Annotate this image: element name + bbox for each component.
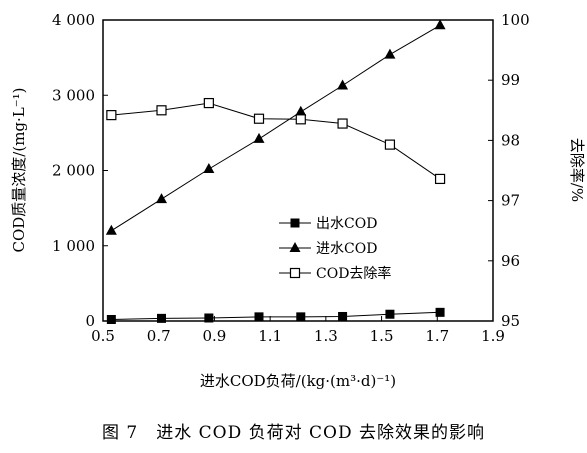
data-point-effluent [254, 312, 264, 322]
series-layer [105, 19, 446, 324]
figure-caption: 图 7 进水 COD 负荷对 COD 去除效果的影响 [102, 423, 485, 443]
data-point-removal [156, 105, 167, 116]
data-point-effluent [157, 313, 166, 323]
data-point-influent [253, 132, 265, 143]
left-y-tick-label: 0 [85, 312, 95, 330]
x-axis-title: 进水COD负荷/(kg·(m³·d)⁻¹) [200, 372, 396, 390]
data-point-removal [203, 97, 214, 109]
series-line-effluent [111, 311, 441, 320]
data-point-influent [295, 105, 307, 116]
x-tick-label: 1.9 [481, 327, 505, 345]
data-point-influent [384, 48, 396, 59]
x-tick-label: 1.7 [425, 327, 449, 345]
right-axis-ticks: 95 96 97 98 99 100 [488, 11, 530, 330]
x-axis-ticks: 0.5 0.7 0.9 1.1 1.3 1.5 1.7 1.9 [91, 316, 505, 345]
data-point-effluent [385, 309, 395, 319]
x-tick-label: 1.1 [258, 327, 282, 345]
x-tick-label: 0.9 [202, 327, 226, 345]
series-line-removal [111, 102, 441, 180]
data-point-removal [253, 113, 265, 124]
x-tick-label: 0.5 [91, 327, 115, 345]
x-tick-label: 1.5 [370, 327, 394, 345]
left-axis-title: COD质量浓度/(mg·L⁻¹) [10, 87, 28, 252]
data-point-effluent [435, 307, 445, 317]
right-y-tick-label: 98 [501, 131, 520, 149]
data-point-removal [106, 110, 117, 121]
data-point-effluent [204, 313, 214, 323]
legend: 出水COD 进水COD COD去除率 [279, 216, 391, 282]
left-y-tick-label: 1 000 [52, 237, 95, 255]
legend-label-influent: 进水COD [316, 241, 377, 257]
data-point-effluent [296, 312, 306, 322]
x-tick-label: 1.3 [314, 327, 338, 345]
data-point-removal [295, 114, 306, 125]
right-y-tick-label: 96 [501, 252, 520, 270]
legend-label-removal: COD去除率 [316, 265, 391, 282]
left-axis-ticks: 0 1 000 2 000 3 000 4 000 [52, 11, 108, 330]
right-y-tick-label: 97 [501, 192, 520, 210]
legend-label-effluent: 出水COD [316, 216, 377, 232]
data-point-influent [203, 162, 215, 173]
data-point-removal [384, 139, 396, 150]
legend-marker-effluent [290, 218, 300, 228]
data-point-influent [105, 224, 117, 235]
data-point-influent [156, 193, 167, 204]
data-point-effluent [106, 314, 116, 324]
right-axis-title: 去除率/% [568, 138, 586, 202]
legend-marker-influent [289, 242, 301, 252]
chart: 0.5 0.7 0.9 1.1 1.3 1.5 1.7 1.9 0 1 000 2 000 3 00… [10, 11, 586, 390]
right-y-tick-label: 100 [501, 11, 530, 29]
data-point-effluent [338, 311, 348, 321]
data-point-removal [434, 173, 446, 185]
left-y-tick-label: 4 000 [52, 11, 95, 29]
left-y-tick-label: 2 000 [52, 162, 95, 180]
data-point-removal [337, 118, 348, 129]
data-point-influent [434, 19, 446, 30]
right-y-tick-label: 95 [501, 312, 520, 330]
series-line-influent [111, 24, 441, 232]
data-point-influent [337, 79, 349, 90]
legend-marker-removal [289, 267, 301, 279]
right-y-tick-label: 99 [501, 71, 520, 89]
left-y-tick-label: 3 000 [52, 86, 95, 104]
x-tick-label: 0.7 [147, 327, 171, 345]
